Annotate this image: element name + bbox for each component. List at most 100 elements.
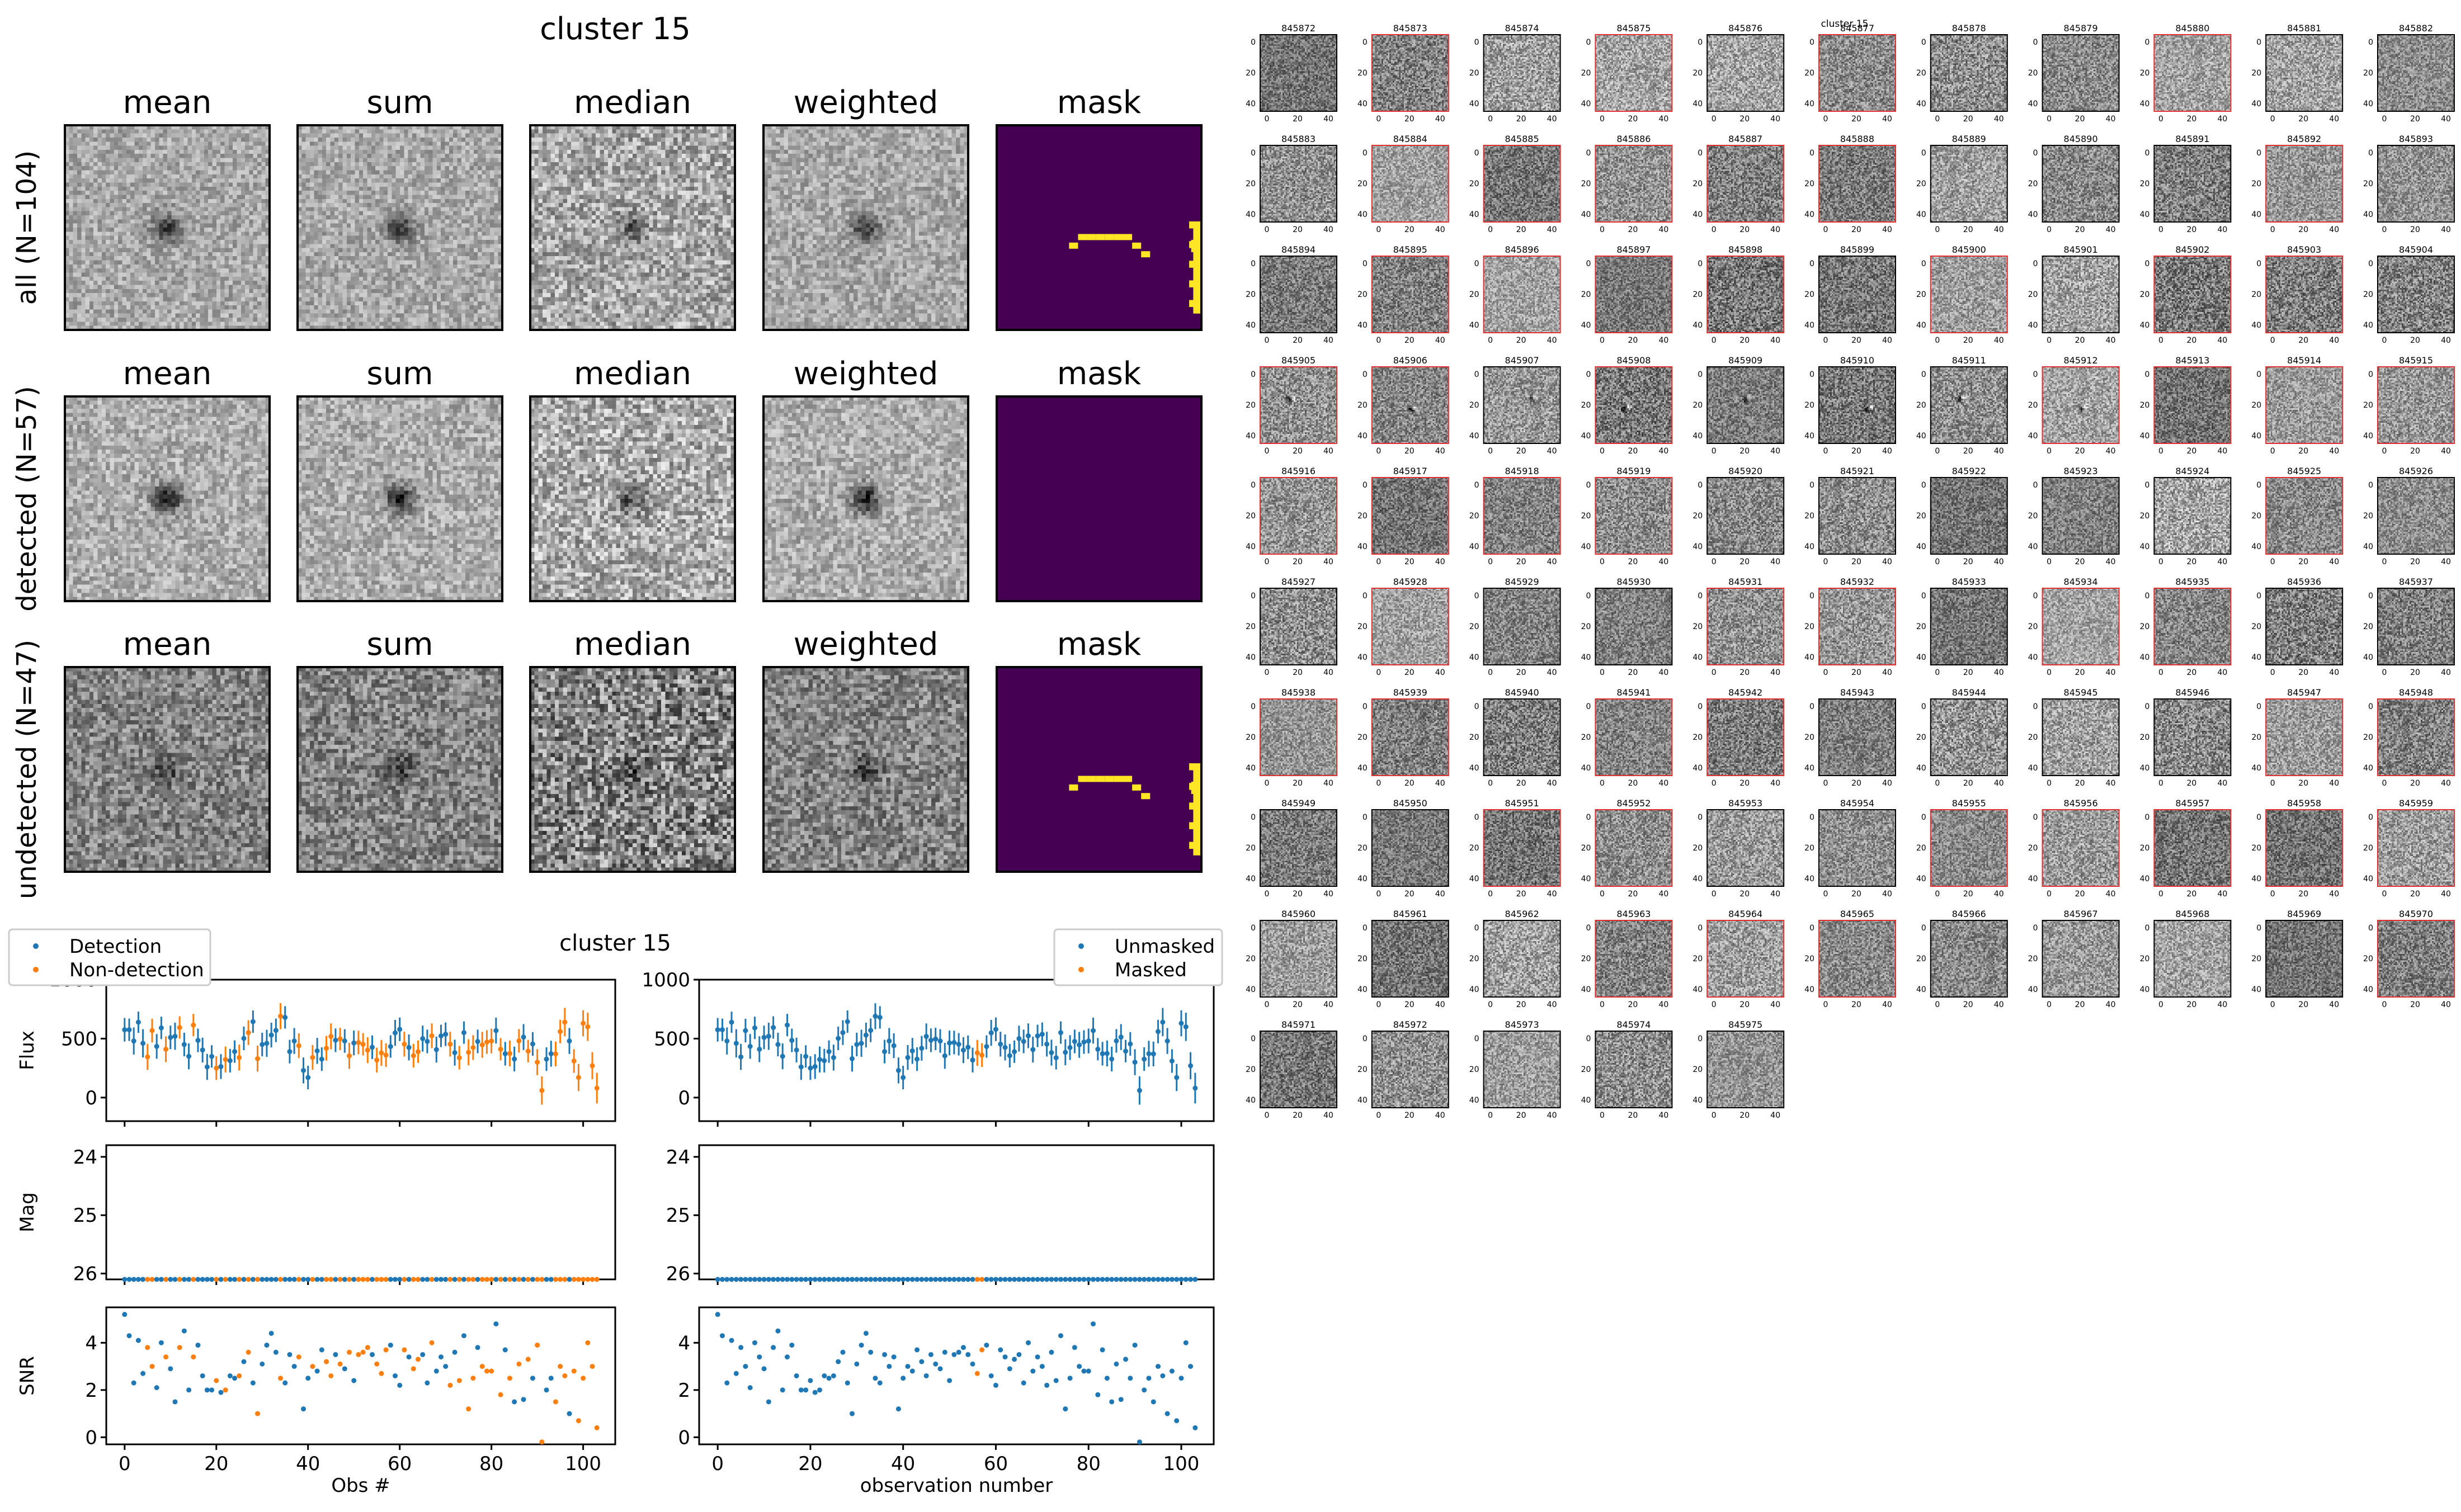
cutout-frame-flagged bbox=[1260, 366, 1337, 444]
cutout-y-tick: 40 bbox=[1916, 542, 1926, 551]
cutout-image bbox=[1930, 699, 2007, 776]
cutout-id: 845893 bbox=[2399, 134, 2433, 144]
cutout-y-tick: 40 bbox=[1246, 542, 1256, 551]
cutout-x-tick: 0 bbox=[1265, 557, 1270, 566]
cutout-y-tick: 20 bbox=[1246, 955, 1256, 963]
cutout-x-tick: 20 bbox=[1963, 447, 1973, 456]
data-point bbox=[1146, 1277, 1152, 1282]
cutout-x-tick: 20 bbox=[2075, 336, 2085, 345]
data-point bbox=[223, 1057, 228, 1062]
cutout-y-tick: 40 bbox=[2363, 653, 2373, 662]
cutout-id: 845973 bbox=[1505, 1019, 1539, 1030]
cutout-image bbox=[2042, 35, 2119, 111]
cutout-y-tick: 40 bbox=[2363, 321, 2373, 330]
cutout-x-tick: 20 bbox=[1851, 557, 1861, 566]
cutout-x-tick: 0 bbox=[1265, 1000, 1270, 1009]
cutout-x-tick: 20 bbox=[1851, 225, 1861, 234]
cutout-y-tick: 0 bbox=[1362, 702, 1368, 711]
data-point bbox=[237, 1277, 242, 1282]
data-point bbox=[397, 1382, 403, 1388]
cutout-y-tick: 0 bbox=[1921, 149, 1926, 158]
data-point bbox=[305, 1376, 311, 1381]
cutout-image bbox=[1595, 1031, 1672, 1108]
cutout-x-tick: 0 bbox=[1376, 890, 1381, 899]
cutout-y-tick: 20 bbox=[1804, 622, 1814, 631]
cutout-y-tick: 20 bbox=[1246, 290, 1256, 299]
cutout-y-tick: 40 bbox=[1692, 432, 1703, 441]
data-point bbox=[429, 1277, 435, 1282]
data-point bbox=[928, 1037, 934, 1043]
cutout-x-tick: 0 bbox=[1935, 779, 1940, 788]
cutout-image bbox=[2154, 699, 2231, 776]
data-point bbox=[1188, 1364, 1194, 1369]
data-point bbox=[567, 1277, 572, 1282]
data-point bbox=[761, 1366, 767, 1372]
cutout-image bbox=[1707, 367, 1784, 443]
cutout-x-tick: 20 bbox=[2410, 668, 2420, 677]
cutout-frame-flagged bbox=[2377, 366, 2455, 444]
cutout-id: 845954 bbox=[1840, 798, 1874, 809]
cutout-x-tick: 40 bbox=[1994, 557, 2004, 566]
cutout-y-tick: 40 bbox=[2140, 653, 2150, 662]
cutout-frame bbox=[1706, 809, 1785, 887]
cutout-x-tick: 40 bbox=[2329, 225, 2339, 234]
cutout-x-tick: 20 bbox=[2186, 668, 2196, 677]
data-point bbox=[1151, 1051, 1156, 1057]
data-point bbox=[766, 1399, 771, 1405]
cutout-x-tick: 40 bbox=[1882, 115, 1892, 124]
cutout-x-tick: 20 bbox=[1963, 225, 1973, 234]
data-point bbox=[863, 1277, 869, 1282]
data-point bbox=[1142, 1387, 1147, 1393]
cutout-image bbox=[1707, 699, 1784, 776]
cutout-y-tick: 0 bbox=[1474, 592, 1479, 601]
cutout-image bbox=[2378, 588, 2454, 665]
cutout-x-tick: 40 bbox=[1323, 336, 1333, 345]
cutout-x-tick: 20 bbox=[1628, 1000, 1638, 1009]
cutout-y-tick: 0 bbox=[1809, 592, 1814, 601]
data-point bbox=[808, 1277, 813, 1282]
cutout-id: 845903 bbox=[2287, 244, 2321, 255]
cutout-y-tick: 0 bbox=[1586, 481, 1591, 490]
cutout-frame-flagged bbox=[1818, 34, 1896, 112]
cutout-y-tick: 20 bbox=[1692, 290, 1703, 299]
data-point bbox=[388, 1277, 393, 1282]
cutout-image bbox=[1260, 35, 1337, 111]
cutout-id: 845932 bbox=[1840, 577, 1874, 587]
cutout-id: 845940 bbox=[1505, 687, 1539, 698]
cutout-y-tick: 40 bbox=[1692, 321, 1703, 330]
data-point bbox=[752, 1340, 757, 1345]
data-point bbox=[951, 1352, 957, 1357]
cutout-y-tick: 40 bbox=[1357, 985, 1368, 994]
cutout-y-tick: 0 bbox=[1586, 1034, 1591, 1043]
cutout-y-tick: 0 bbox=[2144, 592, 2149, 601]
cutout-id: 845923 bbox=[2064, 466, 2098, 476]
cutout-x-tick: 20 bbox=[2410, 557, 2420, 566]
cutout-frame-flagged bbox=[2377, 809, 2455, 887]
cutout-y-tick: 40 bbox=[2140, 210, 2150, 219]
cutout-y-tick: 40 bbox=[2251, 210, 2261, 219]
data-point bbox=[1039, 1277, 1045, 1282]
data-point bbox=[1007, 1366, 1012, 1372]
cutout-y-tick: 40 bbox=[1246, 653, 1256, 662]
cutout-x-tick: 40 bbox=[1770, 115, 1780, 124]
data-point bbox=[1081, 1277, 1087, 1282]
cutout-frame bbox=[1706, 1031, 1785, 1108]
data-point bbox=[525, 1357, 531, 1362]
cutout-id: 845930 bbox=[1616, 577, 1651, 587]
data-point bbox=[168, 1277, 173, 1282]
cutout-x-tick: 20 bbox=[1516, 1000, 1526, 1009]
cutout-x-tick: 0 bbox=[1376, 115, 1381, 124]
cutout-id: 845929 bbox=[1505, 577, 1539, 587]
data-point bbox=[933, 1277, 939, 1282]
cutout-id: 845922 bbox=[1952, 466, 1986, 476]
stack-column-title: mask bbox=[1057, 626, 1142, 663]
cutout-frame bbox=[2265, 588, 2344, 665]
